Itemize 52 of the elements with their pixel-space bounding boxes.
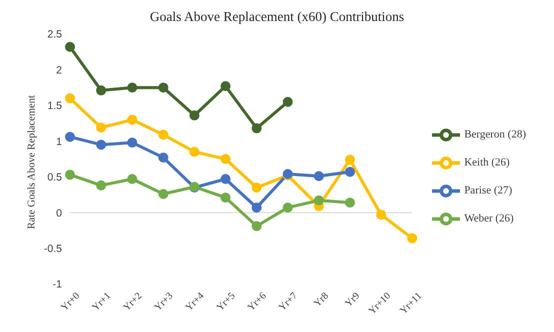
- point: [158, 152, 168, 163]
- point: [252, 123, 262, 134]
- point: [252, 202, 262, 213]
- y-tick-label: 0: [56, 207, 62, 220]
- y-tick-label: -0.5: [44, 243, 62, 256]
- point: [344, 154, 355, 165]
- legend-label: Parise (27): [464, 184, 512, 197]
- point: [127, 114, 138, 125]
- point: [127, 174, 138, 184]
- point: [96, 180, 106, 190]
- point: [220, 81, 231, 92]
- point: [344, 166, 355, 177]
- x-tick-label: Yr+1: [90, 290, 114, 314]
- y-tick-label: 0.5: [47, 172, 62, 184]
- point: [282, 96, 293, 107]
- point: [407, 233, 418, 244]
- point: [220, 174, 231, 184]
- y-tick-label: 1.5: [47, 100, 62, 112]
- point: [65, 93, 75, 104]
- y-tick-label: 2: [56, 64, 62, 76]
- point: [314, 195, 324, 206]
- y-axis-title: Rate Goals Above Replacement: [26, 95, 38, 229]
- point: [158, 130, 168, 140]
- point: [96, 122, 106, 133]
- point: [65, 42, 75, 52]
- chart-title: Goals Above Replacement (x60) Contributions: [148, 8, 406, 26]
- point: [158, 189, 168, 199]
- point: [220, 192, 231, 203]
- point: [65, 132, 75, 142]
- point: [282, 202, 293, 213]
- point: [376, 210, 386, 220]
- point: [96, 85, 106, 96]
- point: [127, 138, 138, 148]
- y-tick-label: -1: [52, 278, 62, 291]
- x-tick-label: Yr9: [343, 290, 362, 310]
- point: [189, 110, 200, 120]
- point: [65, 170, 75, 180]
- legend-label: Keith (26): [464, 156, 510, 169]
- y-tick-label: 2.5: [47, 28, 62, 41]
- y-tick-label: 1: [56, 136, 62, 148]
- point: [220, 154, 231, 164]
- point: [189, 146, 200, 157]
- legend-label: Bergeron (28): [464, 128, 526, 141]
- point: [314, 171, 324, 182]
- point: [127, 82, 138, 93]
- point: [344, 198, 355, 208]
- point: [252, 221, 262, 232]
- point: [158, 82, 168, 93]
- point: [252, 182, 262, 193]
- legend-label: Weber (26): [464, 212, 514, 225]
- point: [96, 140, 106, 150]
- x-tick-label: Yr8: [312, 290, 331, 310]
